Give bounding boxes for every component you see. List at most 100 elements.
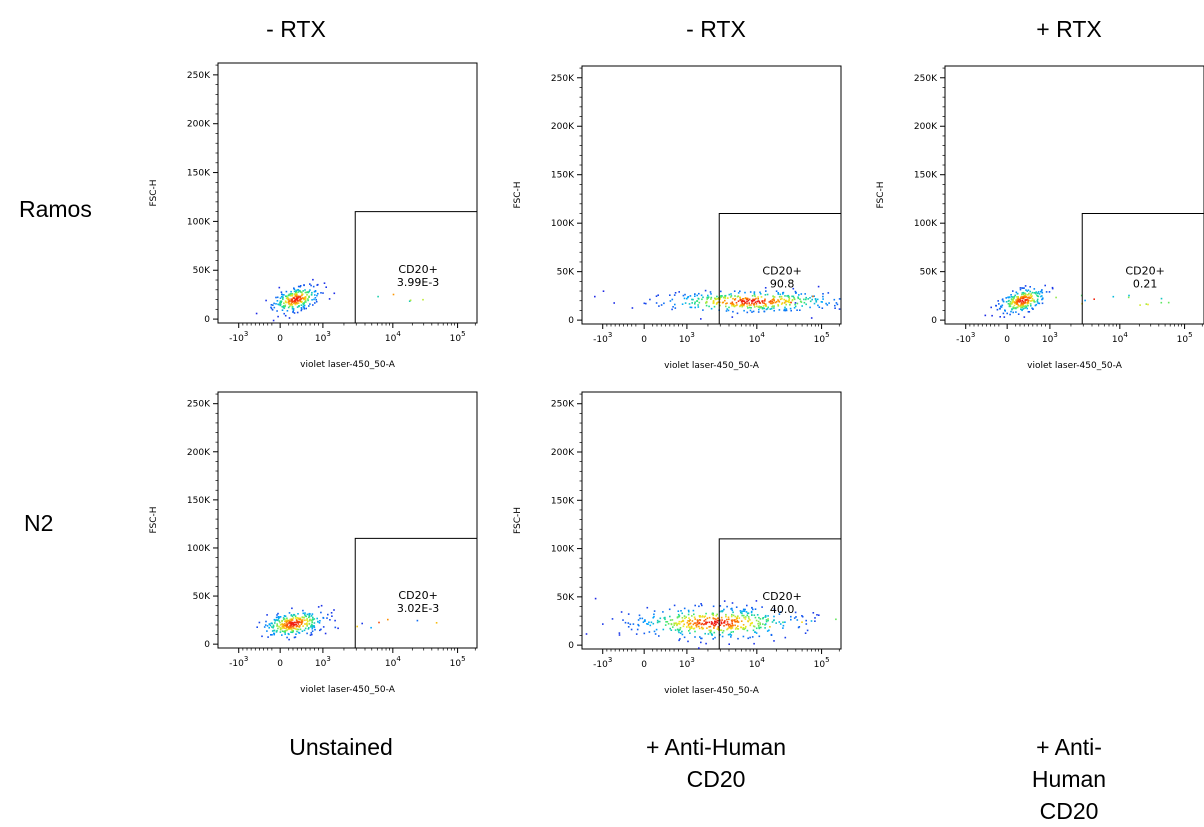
event-dot [773,296,776,298]
event-dot [729,296,732,298]
event-dot [622,619,624,621]
event-dot [763,300,766,302]
event-dot [712,301,715,303]
event-dot [310,294,313,296]
event-dot [296,302,298,305]
event-dot [713,302,715,304]
event-dot [766,630,769,632]
event-dot [754,631,756,633]
event-dot [698,605,700,608]
event-dot [288,303,291,305]
event-dot [690,627,693,629]
event-dot [1051,287,1054,290]
event-dot [757,625,760,627]
event-dot [779,298,782,301]
event-dot [1160,301,1163,304]
event-dot [1002,312,1005,315]
event-dot [730,627,732,630]
event-dot [789,304,791,306]
event-dot [727,616,730,619]
event-dot [998,303,1000,305]
event-dot [757,296,759,298]
event-dot [301,620,303,623]
event-dot [794,290,797,293]
event-dot [811,298,813,301]
event-dot [812,612,815,614]
event-dot [694,636,696,638]
cd20-gate[interactable] [354,537,477,648]
event-dot [1033,292,1036,294]
event-dot [999,308,1001,310]
event-dot [731,303,734,305]
event-dot [643,302,646,305]
event-dot [712,614,714,617]
event-dot [1015,302,1017,304]
event-dot [1022,297,1024,300]
event-dot [281,620,283,623]
event-dot [277,627,279,630]
event-dot [789,307,792,310]
x-tick-label: 104 [749,656,765,670]
event-dot [314,290,317,293]
event-dot [1020,308,1022,311]
event-dot [703,616,706,618]
event-dot [719,624,722,626]
event-dot [1013,304,1016,307]
event-dot [745,297,747,300]
event-dot [751,614,753,616]
event-dot [310,626,312,628]
event-dot [1020,303,1023,306]
event-dot [627,626,630,628]
event-dot [730,615,733,618]
event-dot [1012,306,1014,308]
event-dot [1027,304,1029,307]
event-dot [287,622,290,624]
event-dot [292,309,295,311]
event-dot [293,312,296,314]
event-dot [1024,301,1026,303]
event-dot [663,302,665,305]
event-dot [1037,291,1040,293]
event-dot [694,604,696,607]
event-dot [793,298,796,301]
event-dot [809,297,811,299]
event-dot [1024,285,1027,287]
event-dot [752,310,755,313]
event-dot [1001,299,1004,301]
cd20-gate[interactable] [718,538,841,649]
event-dot [780,303,783,305]
event-dot [744,291,746,294]
event-dot [716,621,719,624]
x-tick-label: 103 [315,330,331,344]
event-dot [764,304,767,306]
event-dot [648,631,651,633]
event-dot [826,304,829,306]
event-dot [654,633,657,635]
event-dot [734,624,736,627]
event-dot [302,303,305,306]
x-tick-label: 105 [1177,331,1193,345]
event-dot [754,616,757,619]
event-dot [719,296,722,298]
event-dot [742,628,744,630]
event-dot [283,615,286,617]
cd20-gate[interactable] [354,211,477,323]
event-dot [755,627,758,630]
event-dot [316,294,318,297]
event-dot [689,619,691,621]
event-dot [302,609,304,612]
event-dot [1012,290,1014,292]
cd20-gate[interactable] [718,212,841,324]
plot-ramos-anti-cd20-no-rtx: 0 50K 100K 150K 200K 250K -103 0 103 104 105 violet… [513,65,842,371]
event-dot [1080,294,1083,297]
event-dot [766,293,769,296]
event-dot [747,637,749,640]
event-dot [678,631,680,634]
event-dot [767,306,769,309]
x-tick-label: 104 [385,655,401,669]
event-dot [297,291,300,293]
cd20-gate[interactable] [1081,212,1204,324]
event-dot [679,628,681,631]
event-dot [279,303,282,305]
event-dot [752,300,755,302]
